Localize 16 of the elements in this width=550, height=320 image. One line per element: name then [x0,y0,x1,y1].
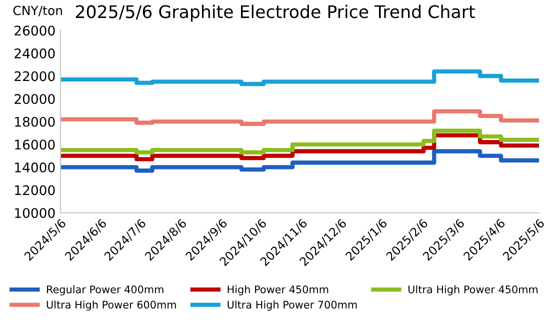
legend-label: Regular Power 400mm [47,285,164,296]
chart-title: 2025/5/6 Graphite Electrode Price Trend Chart [76,4,475,22]
y-tick-label: 22000 [14,71,55,82]
legend-label: High Power 450mm [228,285,328,296]
legend-label: Ultra High Power 600mm [46,300,176,311]
y-tick-label: 26000 [14,26,55,36]
y-tick-label: 16000 [15,140,55,150]
legend-label: Ultra High Power 700mm [228,300,357,311]
y-axis-title: CNY/ton [13,6,62,16]
y-tick-label: 24000 [14,48,55,58]
y-tick-label: 18000 [15,116,55,127]
y-tick-label: 20000 [14,94,55,104]
y-tick-label: 14000 [15,162,55,172]
legend-label: Ultra High Power 450mm [408,285,538,296]
y-tick-label: 12000 [15,185,55,196]
y-tick-label: 10000 [15,208,55,218]
